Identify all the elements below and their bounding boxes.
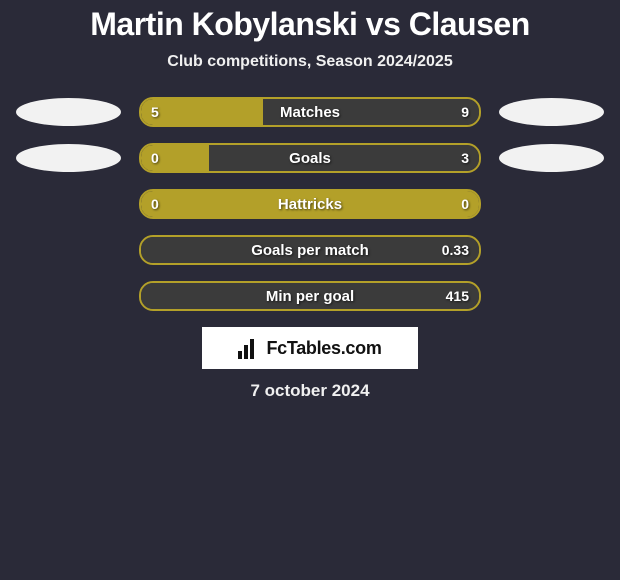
stat-value-right: 3	[461, 145, 469, 171]
stat-value-left: 5	[151, 99, 159, 125]
stat-value-right: 0.33	[442, 237, 469, 263]
stat-value-right: 9	[461, 99, 469, 125]
stats-rows: 59Matches03Goals00Hattricks0.33Goals per…	[0, 97, 620, 311]
stat-row: 03Goals	[0, 143, 620, 173]
avatar-spacer	[499, 236, 604, 264]
bar-right-fill	[141, 283, 479, 309]
page-title: Martin Kobylanski vs Clausen	[0, 6, 620, 43]
page-subtitle: Club competitions, Season 2024/2025	[0, 53, 620, 71]
stat-bar: 00Hattricks	[139, 189, 481, 219]
stat-value-left: 0	[151, 145, 159, 171]
avatar-spacer	[499, 190, 604, 218]
player-right-avatar	[499, 144, 604, 172]
stat-bar: 415Min per goal	[139, 281, 481, 311]
badge-text: FcTables.com	[266, 338, 381, 359]
stat-row: 415Min per goal	[0, 281, 620, 311]
player-left-avatar	[16, 144, 121, 172]
avatar-spacer	[16, 236, 121, 264]
avatar-spacer	[499, 282, 604, 310]
stat-row: 0.33Goals per match	[0, 235, 620, 265]
stat-bar: 59Matches	[139, 97, 481, 127]
stat-row: 00Hattricks	[0, 189, 620, 219]
bar-chart-icon	[238, 337, 260, 359]
bar-right-fill	[141, 237, 479, 263]
comparison-widget: Martin Kobylanski vs Clausen Club compet…	[0, 0, 620, 401]
stat-value-left: 0	[151, 191, 159, 217]
bar-right-fill	[263, 99, 479, 125]
avatar-spacer	[16, 190, 121, 218]
stat-value-right: 0	[461, 191, 469, 217]
avatar-spacer	[16, 282, 121, 310]
player-right-avatar	[499, 98, 604, 126]
bar-left-fill	[141, 99, 263, 125]
stat-value-right: 415	[446, 283, 469, 309]
player-left-avatar	[16, 98, 121, 126]
bar-right-fill	[209, 145, 479, 171]
stat-row: 59Matches	[0, 97, 620, 127]
stat-bar: 03Goals	[139, 143, 481, 173]
stat-bar: 0.33Goals per match	[139, 235, 481, 265]
date-label: 7 october 2024	[0, 381, 620, 401]
source-badge[interactable]: FcTables.com	[202, 327, 418, 369]
bar-left-fill	[141, 191, 479, 217]
